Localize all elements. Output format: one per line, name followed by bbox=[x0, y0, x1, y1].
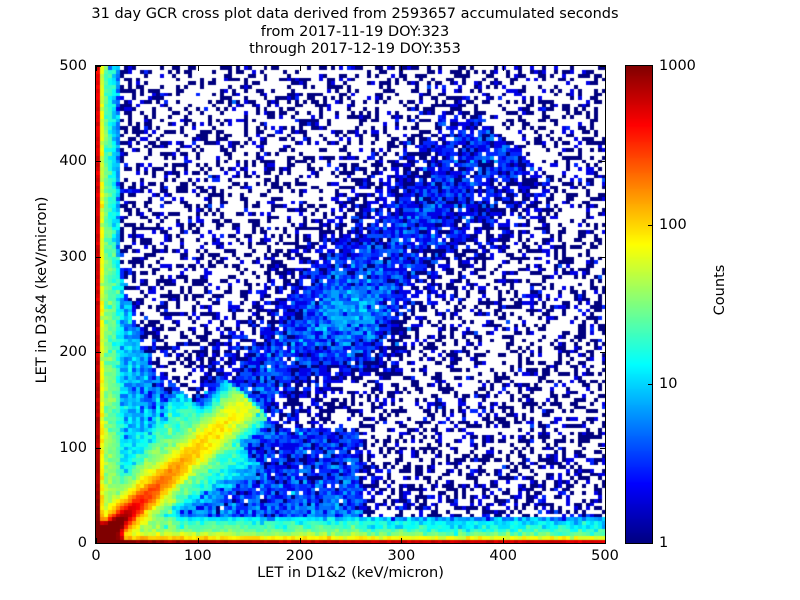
colorbar-label: Counts bbox=[712, 264, 728, 316]
colorbar-tick-label: 1 bbox=[659, 535, 669, 551]
y-tick-mark-right bbox=[600, 66, 605, 67]
y-tick-label: 400 bbox=[59, 153, 87, 170]
x-tick-label: 0 bbox=[91, 548, 101, 564]
y-tick-mark bbox=[96, 447, 101, 449]
y-tick-mark bbox=[96, 161, 101, 163]
x-tick-label: 400 bbox=[489, 548, 518, 564]
x-tick-mark bbox=[605, 538, 606, 543]
y-tick-mark-right bbox=[600, 352, 605, 354]
y-axis-label: LET in D3&4 (keV/micron) bbox=[34, 196, 50, 384]
colorbar bbox=[625, 65, 653, 544]
x-tick-mark bbox=[197, 538, 199, 543]
y-tick-label: 500 bbox=[59, 58, 87, 74]
y-tick-mark bbox=[96, 66, 101, 67]
x-tick-mark bbox=[299, 538, 301, 543]
y-tick-mark-right bbox=[600, 161, 605, 163]
colorbar-tick-mark bbox=[648, 225, 653, 226]
x-tick-label: 100 bbox=[183, 548, 212, 564]
x-tick-mark-top bbox=[197, 66, 199, 71]
colorbar-tick-label: 100 bbox=[659, 217, 687, 233]
x-tick-mark-top bbox=[401, 66, 403, 71]
title-line-3: through 2017-12-19 DOY:353 bbox=[249, 41, 461, 57]
plot-axes bbox=[95, 65, 606, 544]
page-title: 31 day GCR cross plot data derived from … bbox=[0, 6, 710, 59]
x-tick-mark bbox=[503, 538, 505, 543]
x-tick-mark-top bbox=[503, 66, 505, 71]
colorbar-tick-label: 10 bbox=[659, 376, 678, 392]
x-tick-label: 500 bbox=[591, 548, 619, 564]
colorbar-tick-mark bbox=[648, 384, 653, 385]
x-tick-mark bbox=[96, 538, 97, 543]
y-tick-mark-right bbox=[600, 447, 605, 449]
y-tick-mark-right bbox=[600, 543, 605, 544]
x-tick-mark-top bbox=[96, 66, 97, 71]
x-axis-label: LET in D1&2 (keV/micron) bbox=[257, 565, 444, 581]
x-tick-label: 200 bbox=[285, 548, 314, 564]
x-tick-mark-top bbox=[299, 66, 301, 71]
title-line-1: 31 day GCR cross plot data derived from … bbox=[91, 6, 619, 22]
y-tick-mark-right bbox=[600, 256, 605, 258]
title-line-2: from 2017-11-19 DOY:323 bbox=[260, 23, 450, 40]
y-tick-label: 200 bbox=[59, 344, 87, 361]
x-tick-label: 300 bbox=[387, 548, 416, 564]
x-tick-mark bbox=[401, 538, 403, 543]
y-tick-mark bbox=[96, 256, 101, 258]
y-tick-mark bbox=[96, 543, 101, 544]
y-tick-label: 300 bbox=[59, 248, 87, 265]
colorbar-gradient bbox=[625, 65, 653, 544]
y-tick-label: 100 bbox=[59, 439, 87, 456]
y-tick-label: 0 bbox=[77, 535, 87, 551]
heatmap-plot-area bbox=[96, 66, 605, 543]
x-tick-mark-top bbox=[605, 66, 606, 71]
colorbar-tick-label: 1000 bbox=[659, 58, 696, 74]
y-tick-mark bbox=[96, 352, 101, 354]
